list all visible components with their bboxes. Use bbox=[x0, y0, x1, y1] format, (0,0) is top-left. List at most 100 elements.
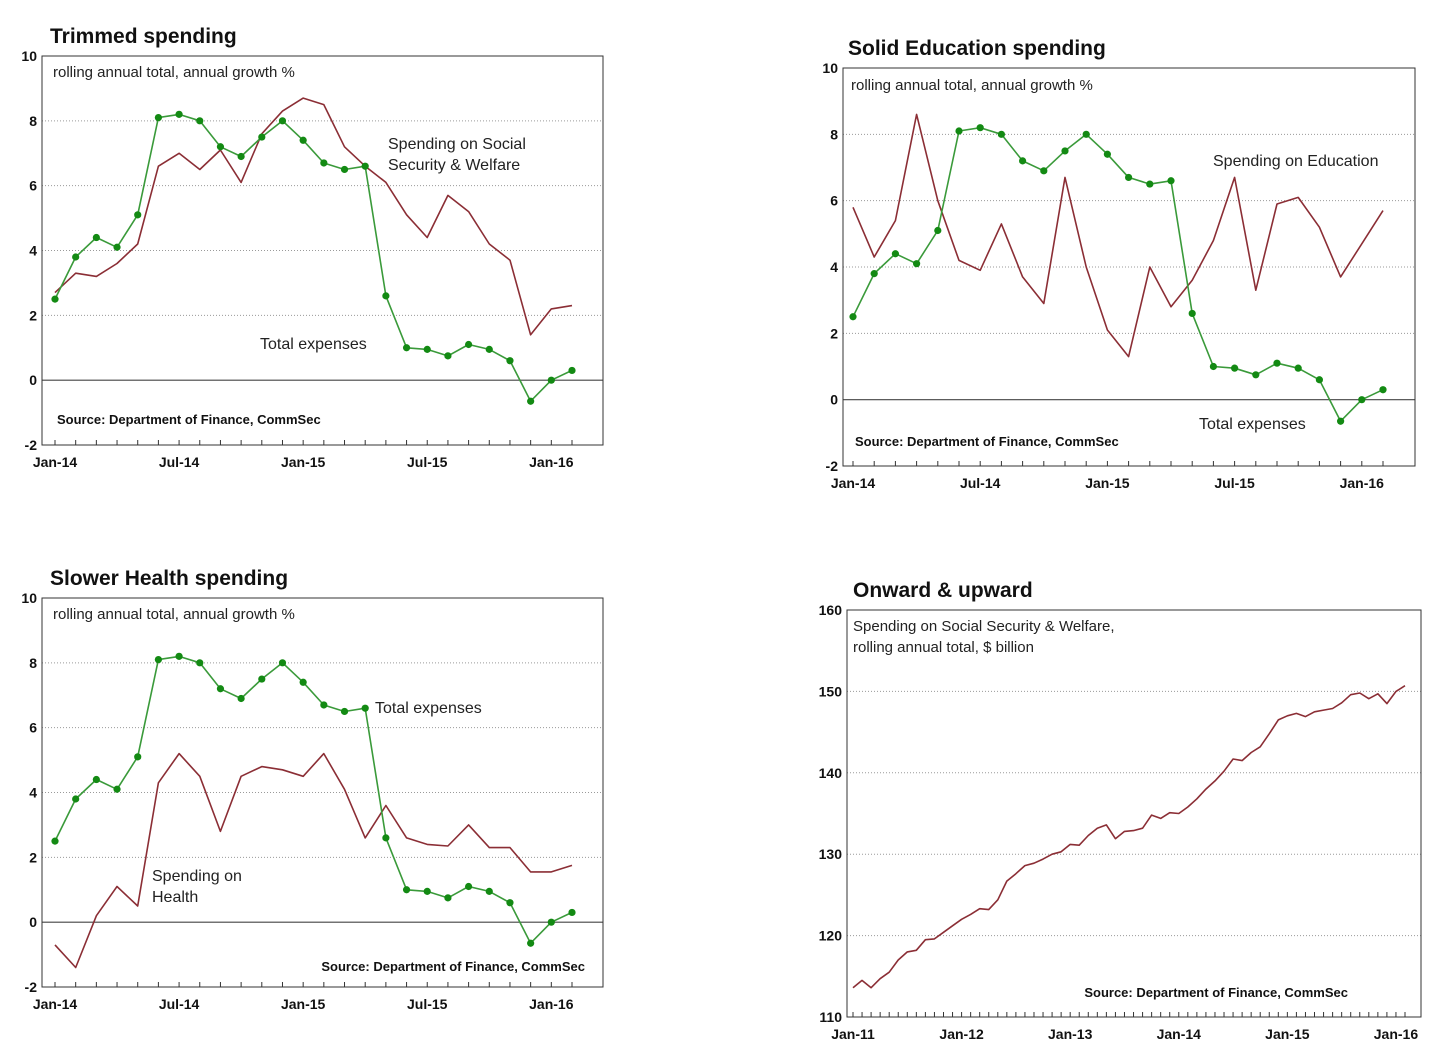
series-label: Spending on Social bbox=[388, 136, 526, 153]
data-point bbox=[506, 357, 514, 365]
data-point bbox=[237, 694, 245, 703]
chart-subtitle: rolling annual total, annual growth % bbox=[53, 606, 295, 623]
y-tick-label: 10 bbox=[21, 48, 37, 64]
data-point bbox=[527, 397, 535, 405]
data-point bbox=[216, 685, 225, 693]
y-tick-label: 120 bbox=[819, 928, 843, 944]
data-point bbox=[568, 366, 576, 375]
data-point bbox=[1379, 386, 1387, 394]
x-tick-label: Jul-14 bbox=[159, 996, 200, 1012]
x-tick-label: Jan-15 bbox=[281, 996, 326, 1012]
x-tick-label: Jul-14 bbox=[960, 475, 1001, 491]
x-tick-label: Jul-15 bbox=[407, 996, 448, 1012]
data-point bbox=[485, 887, 493, 895]
data-point bbox=[134, 211, 142, 219]
data-point bbox=[444, 894, 452, 902]
chart-subtitle-line: rolling annual total, $ billion bbox=[853, 639, 1034, 656]
data-point bbox=[891, 250, 900, 258]
data-point bbox=[1040, 167, 1048, 175]
x-tick-label: Jan-14 bbox=[831, 475, 876, 491]
plot-frame bbox=[41, 597, 604, 988]
series-line-1 bbox=[852, 113, 1384, 358]
series-label: Total expenses bbox=[260, 336, 367, 353]
data-point bbox=[423, 345, 431, 353]
y-tick-label: 10 bbox=[822, 60, 838, 76]
data-point bbox=[320, 159, 328, 167]
y-tick-label: 8 bbox=[29, 655, 37, 671]
data-point bbox=[1315, 376, 1323, 384]
x-tick-label: Jan-16 bbox=[1374, 1026, 1419, 1042]
series-label: Total expenses bbox=[375, 700, 482, 717]
chart-subtitle-line: Spending on Social Security & Welfare, bbox=[853, 618, 1115, 635]
data-point bbox=[340, 165, 349, 174]
y-tick-label: 6 bbox=[29, 178, 37, 194]
data-point bbox=[340, 707, 349, 716]
data-point bbox=[485, 345, 493, 353]
y-tick-label: 10 bbox=[21, 590, 37, 606]
chart-source: Source: Department of Finance, CommSec bbox=[321, 959, 585, 974]
data-point bbox=[299, 678, 307, 686]
x-tick-label: Jan-16 bbox=[1340, 475, 1385, 491]
y-tick-label: 130 bbox=[819, 846, 843, 862]
x-tick-label: Jan-14 bbox=[1157, 1026, 1202, 1042]
data-point bbox=[299, 136, 307, 144]
chart-title: Solid Education spending bbox=[848, 37, 1106, 60]
y-tick-label: 160 bbox=[819, 602, 843, 618]
data-point bbox=[1209, 362, 1217, 371]
data-point bbox=[1167, 177, 1175, 185]
data-point bbox=[258, 133, 266, 141]
y-tick-label: 4 bbox=[29, 785, 37, 801]
data-point bbox=[1273, 359, 1281, 367]
y-tick-label: 140 bbox=[819, 765, 843, 781]
data-point bbox=[465, 340, 473, 349]
data-point bbox=[913, 260, 921, 268]
data-point bbox=[955, 127, 963, 135]
series-line-2 bbox=[852, 126, 1384, 423]
data-point bbox=[568, 908, 576, 917]
data-point bbox=[849, 313, 857, 321]
chart-subtitle: rolling annual total, annual growth % bbox=[53, 64, 295, 81]
data-point bbox=[134, 753, 142, 761]
data-point bbox=[196, 117, 204, 125]
data-point bbox=[1337, 417, 1345, 425]
y-tick-label: 150 bbox=[819, 683, 843, 699]
chart-title: Trimmed spending bbox=[50, 25, 237, 48]
data-point bbox=[934, 226, 942, 235]
data-point bbox=[113, 785, 121, 793]
y-tick-label: 6 bbox=[29, 720, 37, 736]
data-point bbox=[423, 887, 431, 895]
x-tick-label: Jan-16 bbox=[529, 996, 574, 1012]
data-point bbox=[237, 152, 245, 161]
data-point bbox=[1358, 396, 1366, 404]
data-point bbox=[1188, 309, 1196, 318]
y-tick-label: 0 bbox=[830, 392, 838, 408]
chart-source: Source: Department of Finance, CommSec bbox=[57, 412, 321, 427]
data-point bbox=[976, 124, 984, 132]
y-tick-label: 8 bbox=[830, 126, 838, 142]
data-point bbox=[113, 243, 121, 251]
x-tick-label: Jan-16 bbox=[529, 454, 574, 470]
data-point bbox=[465, 882, 473, 891]
data-point bbox=[1103, 150, 1111, 158]
data-point bbox=[154, 113, 162, 122]
y-tick-label: 110 bbox=[819, 1009, 842, 1025]
chart-source: Source: Department of Finance, CommSec bbox=[1084, 985, 1348, 1000]
data-point bbox=[51, 295, 59, 303]
data-point bbox=[506, 899, 514, 907]
chart-subtitle: rolling annual total, annual growth % bbox=[851, 77, 1093, 94]
data-point bbox=[175, 110, 183, 118]
data-point bbox=[1252, 371, 1260, 379]
data-point bbox=[1231, 364, 1239, 372]
chart-title: Slower Health spending bbox=[50, 567, 288, 590]
y-tick-label: 2 bbox=[29, 849, 37, 865]
data-point bbox=[361, 704, 369, 712]
y-tick-label: 2 bbox=[29, 307, 37, 323]
y-tick-label: 4 bbox=[29, 243, 37, 259]
y-tick-label: 2 bbox=[830, 325, 838, 341]
data-point bbox=[278, 659, 287, 667]
data-point bbox=[196, 659, 204, 667]
